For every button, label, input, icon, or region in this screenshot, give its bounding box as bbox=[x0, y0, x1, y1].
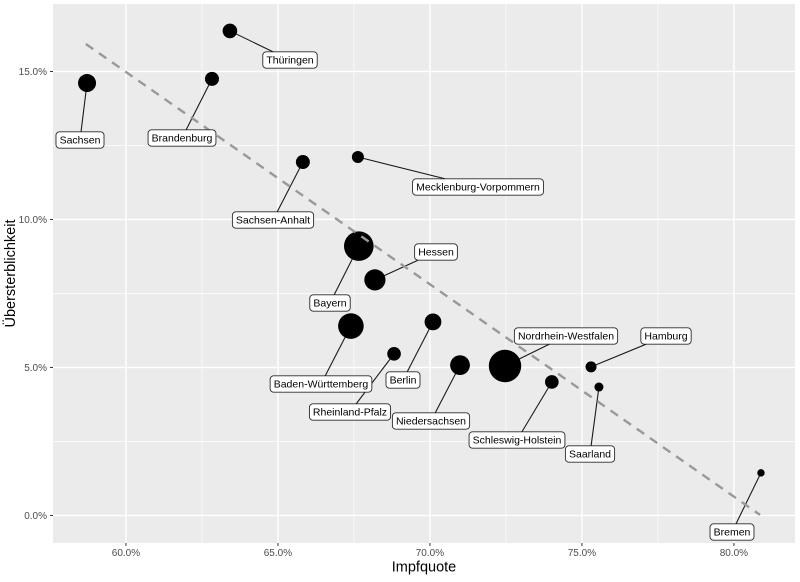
x-tick-label: 65.0% bbox=[264, 548, 292, 559]
data-point bbox=[488, 349, 522, 383]
state-label-box bbox=[513, 327, 619, 345]
state-label-text: Rheinland-Pfalz bbox=[313, 407, 387, 419]
state-label-text: Bremen bbox=[714, 527, 751, 539]
y-tick-label: 10.0% bbox=[19, 215, 47, 226]
data-point bbox=[364, 269, 386, 291]
data-point bbox=[343, 231, 374, 261]
state-label: Niedersachsen bbox=[391, 412, 471, 430]
data-point bbox=[585, 361, 597, 373]
state-label-box bbox=[640, 327, 692, 345]
y-tick-label: 0.0% bbox=[24, 511, 47, 522]
state-label: Berlin bbox=[385, 371, 421, 389]
state-label-text: Sachsen-Anhalt bbox=[236, 215, 310, 227]
state-label: Mecklenburg-Vorpommern bbox=[412, 178, 544, 196]
leader-line bbox=[402, 321, 434, 381]
data-point bbox=[424, 313, 442, 331]
state-label-box bbox=[147, 129, 217, 147]
state-label-text: Bayern bbox=[313, 298, 346, 310]
x-axis-title: Impfquote bbox=[392, 560, 457, 576]
data-point bbox=[338, 313, 364, 339]
data-point bbox=[450, 355, 470, 376]
state-label: Sachsen bbox=[55, 131, 105, 149]
panel-background bbox=[53, 4, 795, 543]
data-point bbox=[204, 71, 219, 86]
state-label-text: Schleswig-Holstein bbox=[473, 435, 562, 447]
state-label-text: Hamburg bbox=[644, 331, 687, 343]
state-labels: Sachsen Thüringen Brandenburg Sachsen-Anhal… bbox=[55, 51, 755, 541]
state-label: Baden-Württemberg bbox=[269, 375, 373, 393]
state-label-box bbox=[55, 131, 105, 149]
state-label: Schleswig-Holstein bbox=[468, 431, 566, 449]
plot-panel bbox=[53, 4, 795, 543]
state-label-box bbox=[308, 403, 392, 421]
state-label: Sachsen-Anhalt bbox=[231, 211, 315, 229]
data-point bbox=[757, 469, 765, 477]
state-label-box bbox=[269, 375, 373, 393]
state-label-text: Saarland bbox=[569, 449, 611, 461]
state-label-text: Berlin bbox=[390, 375, 417, 387]
leader-line bbox=[731, 472, 762, 533]
state-label-box bbox=[231, 211, 315, 229]
state-label-text: Niedersachsen bbox=[396, 416, 466, 428]
data-point bbox=[545, 375, 559, 389]
data-point bbox=[295, 155, 310, 170]
state-label: Rheinland-Pfalz bbox=[308, 403, 392, 421]
y-tick-label: 15.0% bbox=[19, 67, 47, 78]
leader-line bbox=[79, 82, 88, 141]
y-axis-title: Übersterblichkeit bbox=[1, 220, 19, 328]
data-point bbox=[78, 74, 97, 93]
data-point bbox=[594, 382, 604, 392]
state-label-text: Baden-Württemberg bbox=[274, 379, 369, 391]
state-label-text: Nordrhein-Westfalen bbox=[518, 331, 614, 343]
state-label-box bbox=[262, 51, 318, 69]
x-tick-label: 80.0% bbox=[720, 548, 748, 559]
data-point bbox=[222, 23, 238, 39]
y-tick-label: 5.0% bbox=[24, 363, 47, 374]
state-label-text: Thüringen bbox=[266, 55, 313, 67]
state-label-box bbox=[309, 294, 351, 312]
state-label: Bayern bbox=[309, 294, 351, 312]
x-tick-label: 70.0% bbox=[416, 548, 444, 559]
state-label-box bbox=[564, 445, 616, 463]
state-label: Brandenburg bbox=[147, 129, 217, 147]
axes: 0.0% 5.0% 10.0% 15.0% 60.0% 65.0% 70.0% 75.0% 80… bbox=[1, 67, 748, 576]
state-label: Thüringen bbox=[262, 51, 318, 69]
state-label-text: Brandenburg bbox=[152, 133, 213, 145]
state-label-text: Hessen bbox=[418, 247, 454, 259]
leader-line bbox=[430, 364, 461, 422]
x-tick-label: 60.0% bbox=[112, 548, 140, 559]
state-label: Nordrhein-Westfalen bbox=[513, 327, 619, 345]
state-label-box bbox=[391, 412, 471, 430]
state-label-box bbox=[414, 243, 458, 261]
leader-line bbox=[516, 381, 553, 441]
state-label: Saarland bbox=[564, 445, 616, 463]
state-label-text: Sachsen bbox=[60, 135, 101, 147]
state-label: Bremen bbox=[709, 523, 755, 541]
leader-line bbox=[181, 78, 213, 139]
state-label-box bbox=[385, 371, 421, 389]
state-label-box bbox=[709, 523, 755, 541]
state-label-text: Mecklenburg-Vorpommern bbox=[416, 182, 540, 194]
state-label: Hessen bbox=[414, 243, 458, 261]
x-tick-label: 75.0% bbox=[568, 548, 596, 559]
data-point bbox=[387, 347, 401, 361]
gridlines bbox=[53, 4, 795, 543]
leader-line bbox=[589, 386, 600, 455]
state-label: Hamburg bbox=[640, 327, 692, 345]
data-point bbox=[351, 151, 364, 164]
leader-line bbox=[272, 161, 304, 221]
state-label-box bbox=[468, 431, 566, 449]
state-label-box bbox=[412, 178, 544, 196]
